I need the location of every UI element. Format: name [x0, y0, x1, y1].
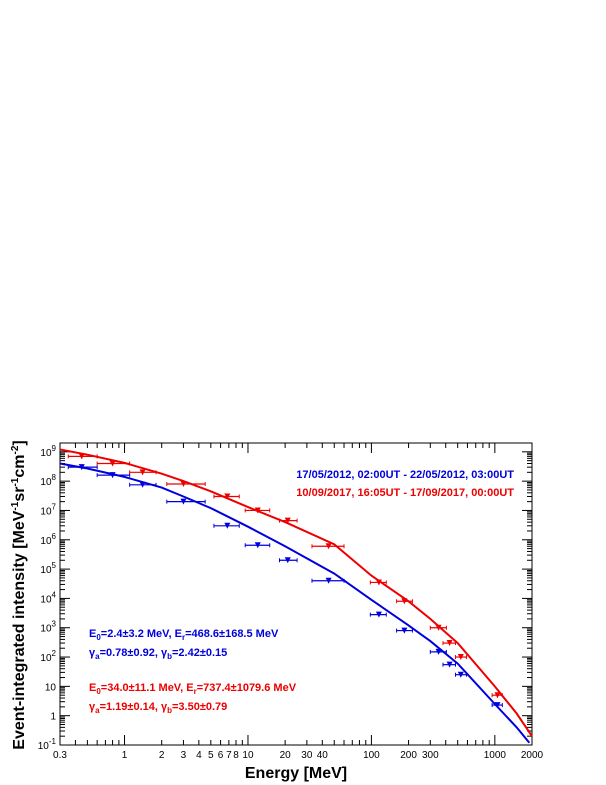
- y-axis-title-exp3: -2: [10, 445, 21, 454]
- y-axis-title-cm: cm: [11, 455, 28, 478]
- data-point-marker: [435, 648, 442, 655]
- data-point-marker: [254, 542, 261, 549]
- data-point-marker: [401, 598, 408, 605]
- y-axis-title: Event-integrated intensity [MeV-1sr-1cm-…: [10, 440, 28, 749]
- x-tick-label: 8: [233, 750, 239, 761]
- y-tick-label: 107: [40, 502, 56, 517]
- y-tick-label: 10: [45, 682, 57, 693]
- x-tick-label: 4: [196, 750, 202, 761]
- data-point-marker: [401, 627, 408, 634]
- fit-params-2012-energy: E0=2.4±3.2 MeV, Er=468.6±168.5 MeV: [89, 628, 279, 642]
- data-point-marker: [139, 469, 146, 476]
- fit-curve-1: [59, 448, 533, 737]
- data-point-marker: [375, 579, 382, 586]
- data-point-marker: [284, 517, 291, 524]
- y-tick-label: 109: [40, 444, 56, 459]
- data-point-marker: [78, 453, 85, 460]
- x-tick-label: 6: [218, 750, 224, 761]
- data-point-marker: [325, 543, 332, 550]
- data-point-marker: [224, 522, 231, 529]
- x-tick-label: 300: [422, 750, 439, 761]
- data-point-marker: [139, 481, 146, 488]
- y-tick-label: 105: [40, 561, 56, 576]
- x-tick-label: 200: [400, 750, 417, 761]
- fit-params-2017-gamma: γa=1.19±0.14, γb=3.50±0.79: [89, 701, 227, 715]
- fit-params-2017-energy: E0=34.0±11.1 MeV, Er=737.4±1079.6 MeV: [89, 682, 297, 696]
- data-point-marker: [109, 460, 116, 467]
- legend-entry-2017: 10/09/2017, 16:05UT - 17/09/2017, 00:00U…: [296, 487, 514, 499]
- x-tick-label: 2000: [521, 750, 544, 761]
- x-tick-label: 3: [181, 750, 187, 761]
- data-point-marker: [435, 624, 442, 631]
- x-tick-label: 1: [122, 750, 128, 761]
- y-axis-title-exp2: -1: [10, 477, 21, 486]
- x-tick-label: 30: [301, 750, 313, 761]
- data-points: [67, 453, 503, 709]
- y-axis-title-exp1: -1: [10, 501, 21, 510]
- fit-params-2012-gamma: γa=0.78±0.92, γb=2.42±0.15: [89, 647, 227, 661]
- y-tick-label: 102: [40, 649, 56, 664]
- data-point-marker: [180, 498, 187, 505]
- y-tick-label: 106: [40, 532, 56, 547]
- x-tick-label: 10: [242, 750, 254, 761]
- y-tick-label: 108: [40, 473, 56, 488]
- y-axis-title-sr: sr: [11, 487, 28, 502]
- y-tick-label: 104: [40, 590, 56, 605]
- data-point-marker: [325, 577, 332, 584]
- data-point-marker: [254, 507, 261, 514]
- y-axis-title-lead: Event-integrated intensity [MeV: [11, 510, 28, 749]
- data-point-marker: [180, 480, 187, 487]
- x-tick-label: 0.3: [53, 750, 67, 761]
- x-tick-label: 20: [280, 750, 292, 761]
- plot-frame: [59, 442, 533, 746]
- x-tick-label: 100: [363, 750, 380, 761]
- axis-tick-labels: 0.3 1 2 3 4 5 6 7 8 10 20 30 40 100 200 300 1000 200010-1…: [38, 444, 544, 761]
- data-point-marker: [457, 671, 464, 678]
- data-point-marker: [284, 557, 291, 564]
- data-point-marker: [78, 464, 85, 471]
- data-point-marker: [494, 692, 501, 699]
- data-point-marker: [446, 661, 453, 668]
- data-point-marker: [224, 493, 231, 500]
- x-tick-label: 40: [317, 750, 329, 761]
- axis-ticks: [59, 442, 533, 746]
- data-point-marker: [494, 702, 501, 709]
- x-tick-label: 7: [226, 750, 232, 761]
- data-point-marker: [375, 611, 382, 618]
- y-tick-label: 10-1: [38, 737, 57, 752]
- y-tick-label: 103: [40, 620, 56, 635]
- x-axis-title: Energy [MeV]: [245, 765, 347, 782]
- x-tick-label: 1000: [484, 750, 507, 761]
- y-tick-label: 1: [50, 712, 56, 723]
- legend-entry-2012: 17/05/2012, 02:00UT - 22/05/2012, 03:00U…: [296, 469, 514, 481]
- data-point-marker: [457, 654, 464, 661]
- x-tick-label: 2: [159, 750, 165, 761]
- data-point-marker: [109, 472, 116, 479]
- data-point-marker: [446, 640, 453, 647]
- y-axis-title-tail: ]: [11, 440, 28, 445]
- x-tick-label: 5: [208, 750, 214, 761]
